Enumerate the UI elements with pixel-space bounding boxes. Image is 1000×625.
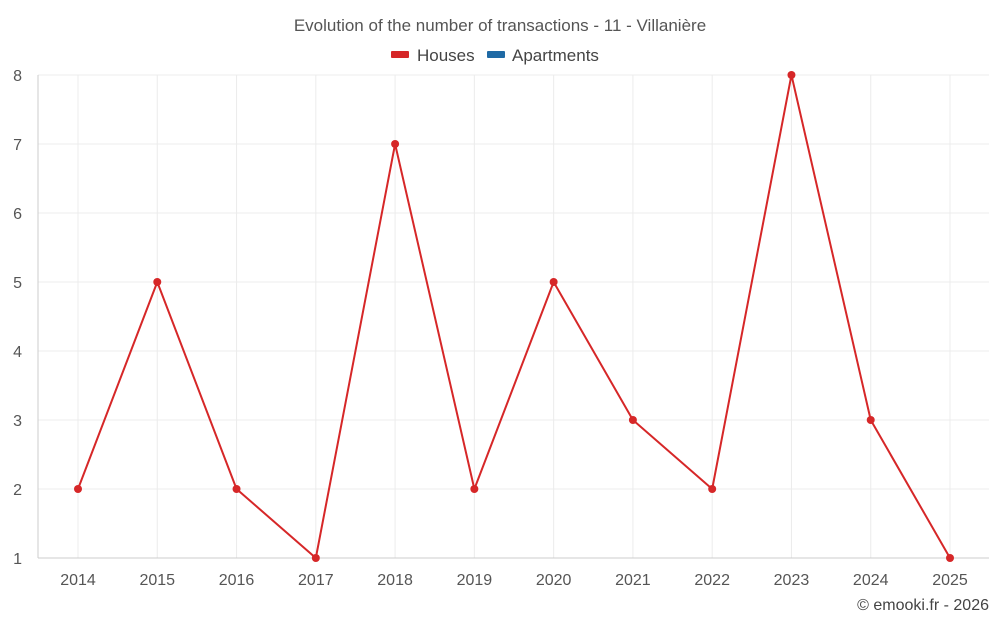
legend-label-houses: Houses <box>417 46 475 65</box>
legend-item-houses[interactable]: Houses <box>391 46 475 65</box>
y-tick-label: 6 <box>13 206 22 223</box>
x-axis-ticks: 2014 2015 2016 2017 2018 2019 2020 2021 2022 2023… <box>60 572 968 589</box>
x-tick-label: 2024 <box>853 572 889 589</box>
x-tick-label: 2014 <box>60 572 96 589</box>
y-tick-label: 3 <box>13 413 22 430</box>
data-point-houses[interactable] <box>153 278 162 286</box>
y-tick-label: 1 <box>13 551 22 568</box>
x-tick-label: 2016 <box>219 572 255 589</box>
data-point-houses[interactable] <box>708 485 717 493</box>
legend-label-apartments: Apartments <box>512 46 599 65</box>
x-tick-label: 2025 <box>932 572 968 589</box>
data-point-houses[interactable] <box>549 278 558 286</box>
legend-swatch-apartments <box>487 51 505 58</box>
data-point-houses[interactable] <box>311 554 320 562</box>
credit-text: © emooki.fr - 2026 <box>857 597 989 614</box>
data-point-houses[interactable] <box>232 485 241 493</box>
legend-item-apartments[interactable]: Apartments <box>487 46 599 65</box>
y-tick-label: 7 <box>13 137 22 154</box>
x-tick-label: 2018 <box>377 572 413 589</box>
y-tick-label: 2 <box>13 482 22 499</box>
y-tick-label: 8 <box>13 68 22 85</box>
x-tick-label: 2017 <box>298 572 334 589</box>
series-line-houses <box>77 74 951 559</box>
x-tick-label: 2021 <box>615 572 651 589</box>
data-point-houses[interactable] <box>787 71 796 79</box>
chart-title: Evolution of the number of transactions … <box>294 16 706 35</box>
data-point-houses[interactable] <box>946 554 954 562</box>
x-tick-label: 2022 <box>694 572 730 589</box>
x-tick-label: 2015 <box>139 572 175 589</box>
series-houses <box>74 71 954 562</box>
data-point-houses[interactable] <box>866 416 875 424</box>
data-point-houses[interactable] <box>74 485 82 493</box>
grid <box>37 74 989 559</box>
y-tick-label: 5 <box>13 275 22 292</box>
y-axis-ticks: 1 2 3 4 5 6 7 8 <box>13 68 22 568</box>
y-tick-label: 4 <box>13 344 22 361</box>
legend-swatch-houses <box>391 51 409 58</box>
x-tick-label: 2019 <box>457 572 493 589</box>
data-point-houses[interactable] <box>391 140 400 148</box>
data-point-houses[interactable] <box>628 416 637 424</box>
legend: Houses Apartments <box>391 46 599 65</box>
x-tick-label: 2020 <box>536 572 572 589</box>
x-tick-label: 2023 <box>774 572 810 589</box>
data-point-houses[interactable] <box>470 485 479 493</box>
